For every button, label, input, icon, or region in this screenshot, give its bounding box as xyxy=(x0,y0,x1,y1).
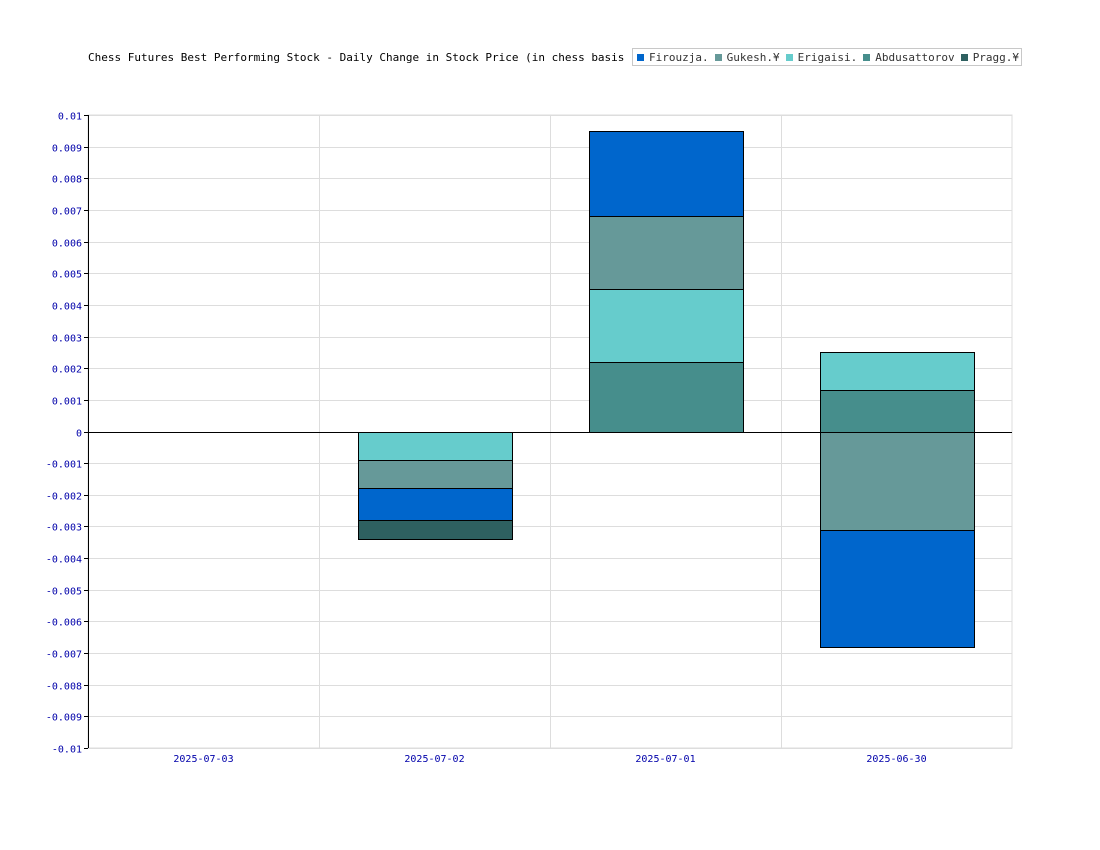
y-tick-label: -0.007 xyxy=(46,650,82,661)
legend-swatch xyxy=(863,53,871,61)
y-tick-label: -0.008 xyxy=(46,682,82,693)
y-tick-label: 0.007 xyxy=(52,207,82,218)
legend-item: Erigaisi. xyxy=(785,50,858,64)
bar-segment xyxy=(820,530,975,648)
y-tick-label: -0.01 xyxy=(52,745,82,756)
legend-label: Pragg.¥ xyxy=(972,50,1020,64)
y-tick-label: -0.009 xyxy=(46,713,82,724)
y-tick-label: -0.006 xyxy=(46,618,82,629)
bar-segment xyxy=(358,432,513,461)
y-tick-label: 0.003 xyxy=(52,334,82,345)
y-tick-label: 0.004 xyxy=(52,302,82,313)
chart-legend: Firouzja. Gukesh.¥ Erigaisi. Abdusattorov Pr… xyxy=(632,48,1023,66)
legend-label: Firouzja. xyxy=(649,50,709,64)
bar-segment xyxy=(589,362,744,433)
y-tick-label: 0.008 xyxy=(52,175,82,186)
x-tick-label: 2025-07-01 xyxy=(635,754,695,765)
y-tick-label: 0.002 xyxy=(52,365,82,376)
bar-segment xyxy=(820,432,975,531)
legend-swatch xyxy=(785,53,793,61)
legend-label: Erigaisi. xyxy=(797,50,858,64)
y-tick-label: 0.01 xyxy=(58,112,82,123)
bar-segment xyxy=(589,289,744,363)
y-tick-label: -0.001 xyxy=(46,460,82,471)
bar-segment xyxy=(358,460,513,489)
bar-segment xyxy=(820,352,975,391)
chart-title: Chess Futures Best Performing Stock - Da… xyxy=(88,51,671,64)
legend-item: Gukesh.¥ xyxy=(714,50,780,64)
legend-swatch xyxy=(637,53,644,61)
bar-segment xyxy=(358,520,513,540)
legend-label: Gukesh.¥ xyxy=(726,50,780,64)
bar-segment xyxy=(589,216,744,290)
legend-label: Abdusattorov xyxy=(875,50,955,64)
y-tick-label: 0.009 xyxy=(52,144,82,155)
legend-swatch xyxy=(960,53,968,61)
y-tick-label: 0.006 xyxy=(52,239,82,250)
legend-item: Abdusattorov xyxy=(863,50,955,64)
bar-segment xyxy=(820,390,975,433)
y-tick-label: -0.003 xyxy=(46,523,82,534)
y-tick-label: -0.004 xyxy=(46,555,82,566)
legend-item: Pragg.¥ xyxy=(960,50,1020,64)
y-tick-label: 0 xyxy=(76,429,82,440)
x-tick-label: 2025-07-03 xyxy=(173,754,233,765)
bar-segment xyxy=(358,488,513,521)
y-tick-label: -0.005 xyxy=(46,587,82,598)
legend-item: Firouzja. xyxy=(637,51,709,64)
y-tick-label: 0.005 xyxy=(52,270,82,281)
y-tick-label: -0.002 xyxy=(46,492,82,503)
x-tick-label: 2025-07-02 xyxy=(404,754,464,765)
legend-swatch xyxy=(714,53,722,61)
y-tick-label: 0.001 xyxy=(52,397,82,408)
bar-segment xyxy=(589,131,744,217)
x-tick-label: 2025-06-30 xyxy=(866,754,926,765)
